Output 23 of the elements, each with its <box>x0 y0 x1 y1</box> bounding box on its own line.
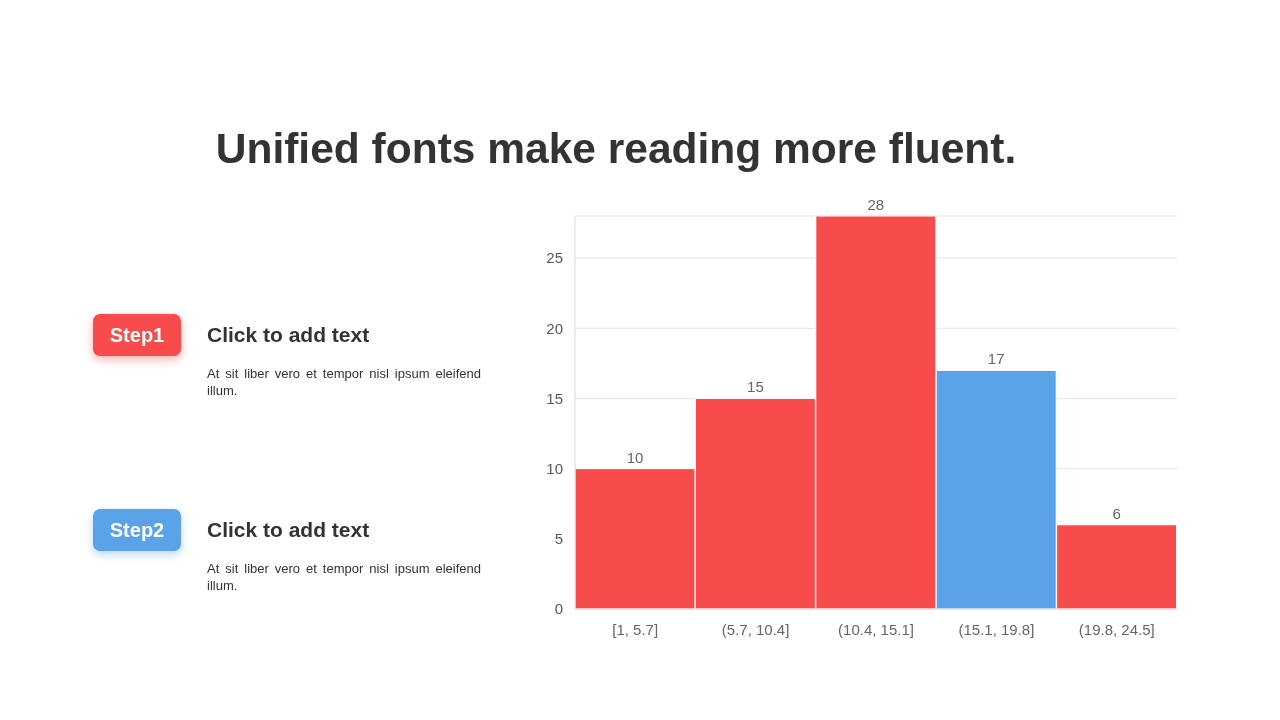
data-label: 15 <box>747 378 764 396</box>
text: Click to add text <box>207 323 370 346</box>
text: Step1 <box>109 323 165 347</box>
y-tick-label: 10 <box>546 459 563 477</box>
x-tick-label: (15.1, 19.8] <box>958 620 1035 638</box>
y-tick-label: 25 <box>546 249 563 267</box>
text: At sit liber vero et tempor nisl ipsum eleifend illum. <box>207 365 481 399</box>
text: Unified fonts make reading more fluent. <box>215 125 1017 172</box>
text: At sit liber vero et tempor nisl ipsum eleifend illum. <box>207 560 481 594</box>
text: Step2 <box>109 518 165 542</box>
data-label: 28 <box>867 196 885 213</box>
y-tick-label: 0 <box>554 600 563 618</box>
y-tick-label: 20 <box>546 319 563 337</box>
text: Click to add text <box>207 518 370 541</box>
y-tick-label: 15 <box>546 389 563 407</box>
y-tick-label: 5 <box>554 530 563 548</box>
x-tick-label: [1, 5.7] <box>612 620 659 638</box>
x-tick-label: (19.8, 24.5] <box>1078 620 1155 638</box>
x-tick-label: (10.4, 15.1] <box>838 620 914 638</box>
data-label: 17 <box>987 350 1005 368</box>
data-label: 6 <box>1112 504 1121 522</box>
data-label: 10 <box>626 448 644 466</box>
x-tick-label: (5.7, 10.4] <box>721 620 790 638</box>
